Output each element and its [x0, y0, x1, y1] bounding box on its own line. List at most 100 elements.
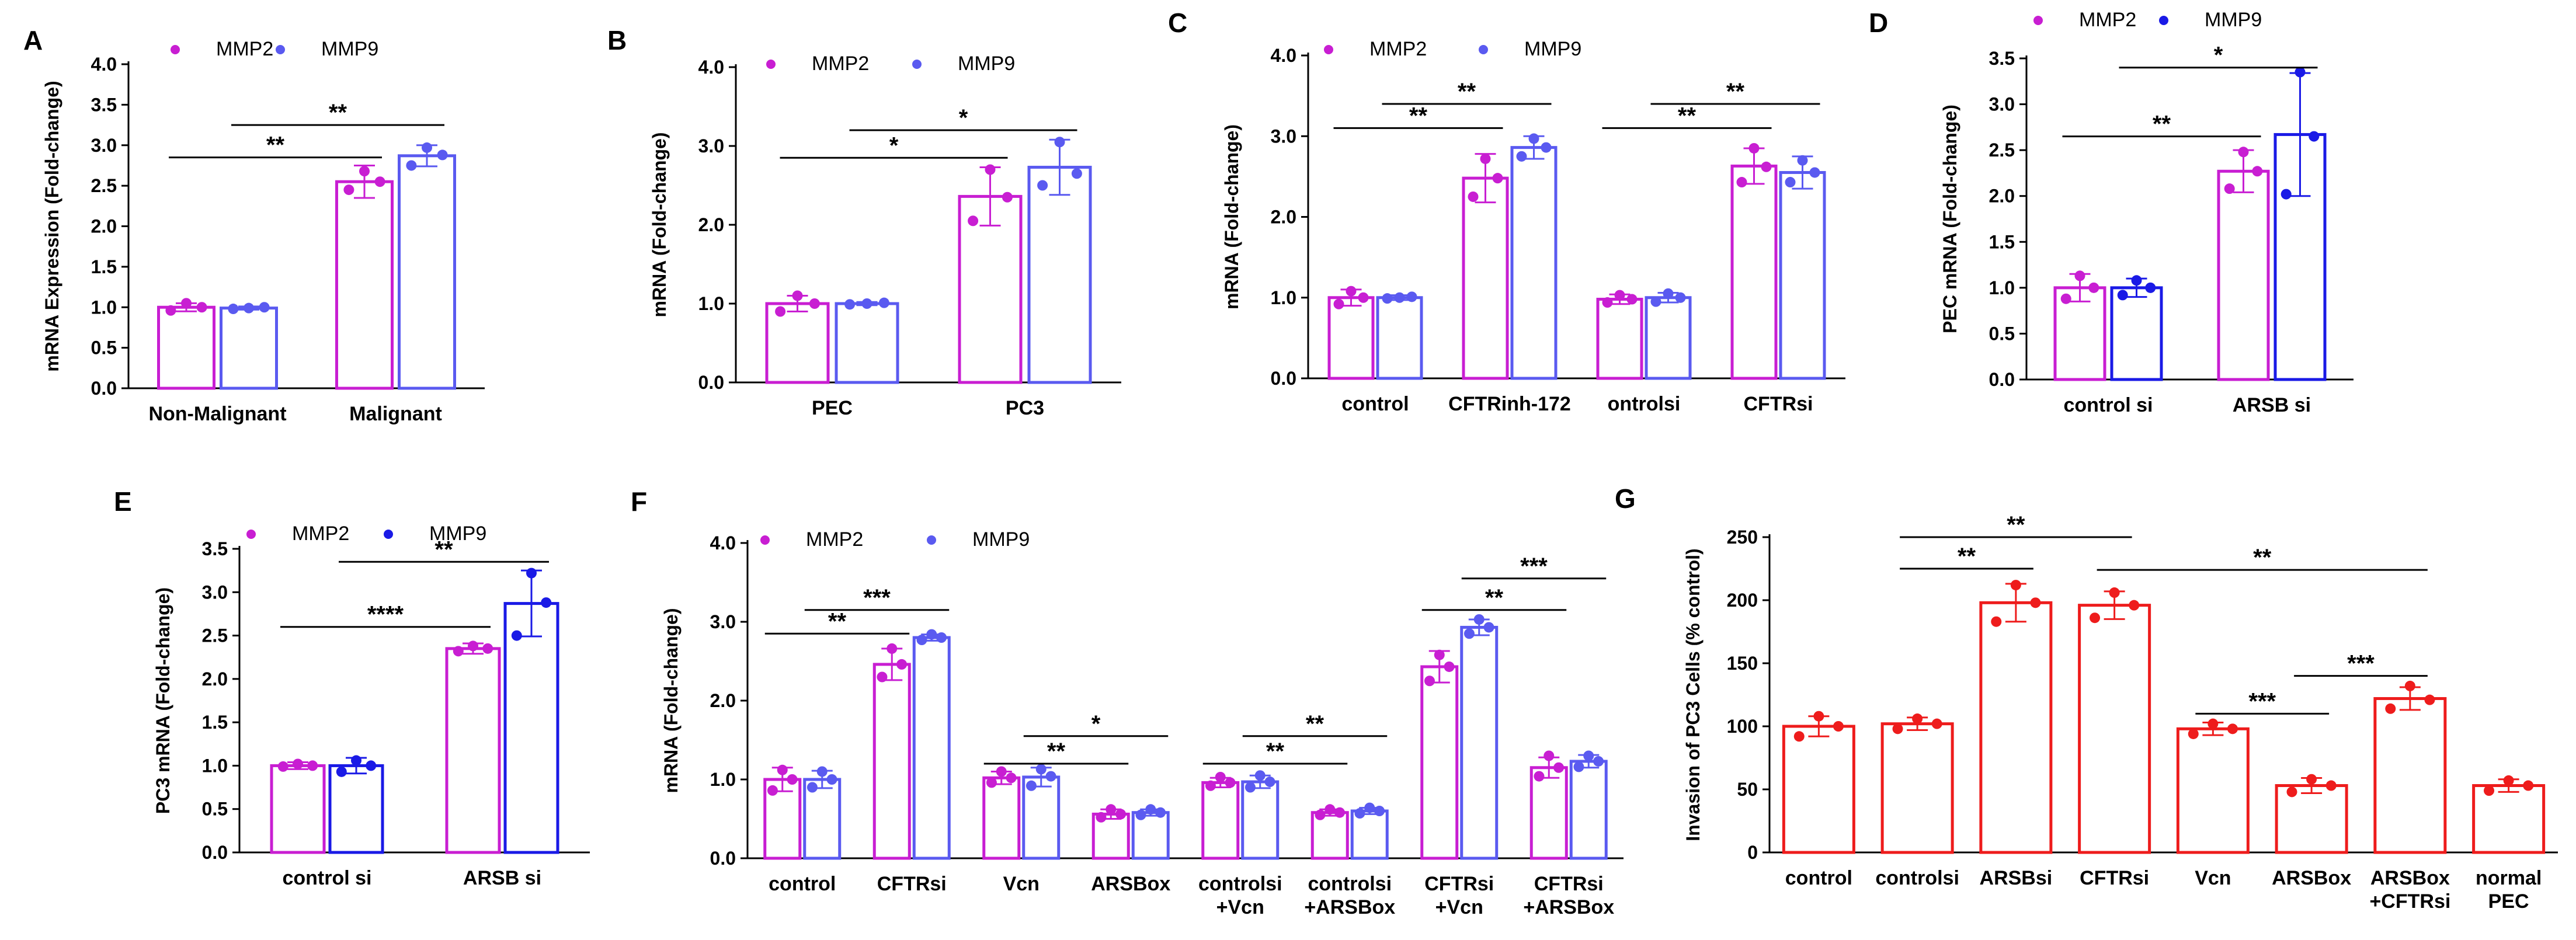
significance-label: ** [2253, 545, 2272, 570]
data-point [1333, 298, 1344, 309]
bar [1730, 164, 1778, 380]
bar [1510, 146, 1558, 380]
y-tick-label: 1.0 [91, 297, 117, 318]
y-tick-label: 0.0 [202, 842, 228, 863]
bar [835, 302, 899, 384]
data-point [985, 164, 996, 175]
bar [1529, 766, 1568, 860]
data-point [2404, 680, 2415, 691]
y-tick-label: 4.0 [91, 54, 117, 75]
y-tick-label: 0.5 [1989, 323, 2015, 344]
data-point [2145, 282, 2156, 293]
data-point [1225, 777, 1236, 788]
x-tick-label: controlsi [1308, 873, 1392, 895]
legend-label: MMP9 [958, 53, 1015, 75]
legend-label: MMP9 [321, 38, 378, 60]
data-point [877, 671, 888, 683]
y-tick-label: 2.0 [1989, 186, 2015, 207]
bar [220, 307, 278, 390]
legend-marker [2159, 16, 2168, 25]
data-point [1614, 290, 1625, 301]
x-tick-label: control si [282, 867, 371, 889]
data-point [1833, 721, 1844, 732]
x-tick-label: controlsi [1875, 867, 1959, 889]
data-point [2188, 728, 2199, 739]
data-point [1931, 718, 1942, 729]
data-point [2090, 612, 2101, 624]
bar [157, 305, 215, 390]
data-point [277, 761, 288, 772]
data-point [541, 597, 552, 608]
data-point [1785, 177, 1796, 188]
data-point [1254, 770, 1266, 781]
significance-label: ** [1458, 79, 1476, 105]
bar [1779, 170, 1826, 380]
data-point [2424, 694, 2435, 705]
data-point [1516, 151, 1527, 162]
data-point [1593, 756, 1604, 767]
legend-label: MMP2 [812, 53, 869, 75]
y-tick-label: 2.5 [202, 625, 228, 646]
data-point [482, 643, 493, 654]
y-tick-label: 0.0 [91, 378, 117, 399]
data-point [1071, 168, 1082, 179]
bar [2275, 784, 2348, 854]
y-tick-label: 1.0 [710, 769, 736, 790]
legend-label: MMP2 [1369, 38, 1427, 60]
bar [503, 602, 559, 854]
significance-label: ** [1958, 544, 1976, 569]
legend-label: MMP9 [2205, 9, 2262, 31]
y-tick-label: 3.0 [710, 611, 736, 632]
bar [270, 764, 326, 854]
bar [2176, 727, 2250, 854]
x-tick-label: Non-Malignant [148, 403, 286, 425]
data-point [1315, 809, 1326, 820]
data-point [2295, 67, 2306, 78]
y-tick-label: 3.5 [1989, 48, 2015, 69]
data-point [1205, 780, 1216, 791]
significance-label: ** [1726, 79, 1745, 105]
data-point [1650, 296, 1661, 307]
significance-label: * [2214, 43, 2223, 68]
panel-label: A [23, 25, 43, 55]
bar [1327, 296, 1375, 380]
data-point [1736, 177, 1747, 188]
data-point [1035, 764, 1047, 775]
data-point [1528, 133, 1539, 144]
data-point [2131, 275, 2142, 286]
data-point [1346, 286, 1357, 297]
legend-marker [1479, 45, 1488, 54]
panel-C: C 0.0 1.0 2.0 3.0 4.0 mRNA (Fold-change) contro… [1168, 8, 1845, 415]
data-point [181, 298, 192, 309]
data-point [777, 764, 788, 775]
significance-label: * [959, 105, 968, 131]
x-tick-label: CFTRsi [1744, 393, 1813, 415]
bar [2217, 169, 2270, 381]
significance-label: ** [1047, 739, 1066, 764]
y-tick-label: 4.0 [710, 532, 736, 553]
y-tick-label: 3.0 [1989, 94, 2015, 115]
data-point [2109, 587, 2120, 598]
y-tick-label: 2.0 [1271, 207, 1296, 228]
data-point [468, 640, 478, 652]
x-tick-label: Vcn [2195, 867, 2231, 889]
data-point [1215, 771, 1226, 782]
data-point [437, 149, 448, 161]
significance-label: *** [2248, 688, 2276, 714]
panel-label: C [1168, 8, 1187, 38]
x-tick-label: Vcn [1003, 873, 1040, 895]
significance-label: ** [1266, 739, 1285, 764]
x-tick-label: controlsi [1198, 873, 1282, 895]
data-point [2060, 293, 2071, 304]
data-point [1991, 616, 2002, 627]
data-point [2129, 600, 2140, 611]
data-point [996, 766, 1007, 777]
y-tick-label: 3.5 [202, 538, 228, 559]
data-point [1394, 292, 1405, 303]
legend-label: MMP9 [1524, 38, 1581, 60]
x-tick-label: CFTRsi [877, 873, 947, 895]
data-point [1115, 809, 1127, 820]
significance-label: ** [828, 608, 847, 634]
data-point [767, 785, 778, 796]
data-point [896, 659, 908, 670]
